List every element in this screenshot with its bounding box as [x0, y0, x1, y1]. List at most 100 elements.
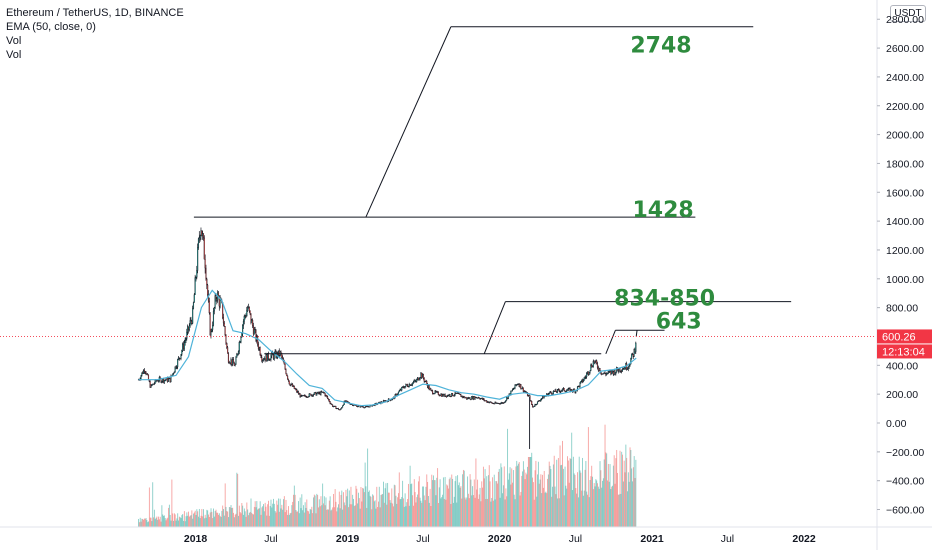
- candle-body: [233, 362, 235, 366]
- candle-body: [469, 397, 471, 400]
- candle-body: [613, 369, 615, 375]
- volume-bar: [348, 507, 349, 527]
- candle-body: [327, 396, 329, 399]
- volume-bar: [632, 481, 633, 527]
- volume-bar: [308, 513, 310, 527]
- legend-ema[interactable]: EMA (50, close, 0): [6, 21, 96, 33]
- candle-body: [313, 392, 315, 395]
- volume-bar: [596, 480, 598, 527]
- candle-body: [291, 383, 293, 385]
- volume-bar: [154, 519, 156, 527]
- projection-line[interactable]: [365, 26, 452, 218]
- candle-body: [468, 397, 470, 399]
- volume-bar: [485, 498, 487, 527]
- volume-bar: [357, 503, 359, 527]
- candle-body: [422, 374, 424, 378]
- legend-vol-1[interactable]: Vol: [6, 35, 22, 47]
- volume-bar: [479, 487, 481, 527]
- candle-body: [302, 395, 304, 397]
- volume-bar: [320, 496, 322, 527]
- candle-body: [481, 397, 483, 399]
- candle-body: [286, 373, 288, 377]
- volume-bar: [429, 488, 431, 527]
- target-label[interactable]: 1428: [632, 198, 693, 223]
- target-label[interactable]: 834-850: [614, 287, 715, 312]
- volume-bar: [396, 503, 398, 527]
- projection-line[interactable]: [605, 330, 616, 354]
- candle-body: [562, 387, 564, 389]
- projection-line[interactable]: [635, 330, 638, 337]
- target-label[interactable]: 643: [656, 309, 702, 334]
- legend-vol-2[interactable]: Vol: [6, 49, 22, 61]
- volume-bar: [408, 505, 410, 527]
- volume-bar: [440, 498, 442, 527]
- candle-body: [400, 389, 402, 391]
- candle-body: [505, 399, 507, 402]
- candle-body: [591, 364, 593, 368]
- volume-bar: [333, 507, 335, 527]
- candle-body: [424, 381, 426, 383]
- volume-bar: [270, 499, 272, 527]
- candle-body: [560, 390, 562, 393]
- candle-body: [243, 315, 245, 322]
- volume-bar: [210, 508, 212, 527]
- candle-body: [157, 380, 160, 382]
- volume-bar: [474, 497, 476, 527]
- volume-bar: [373, 495, 374, 527]
- volume-bar: [313, 494, 315, 527]
- volume-bar: [498, 468, 500, 527]
- volume-bar: [618, 494, 620, 527]
- candle-body: [318, 392, 320, 394]
- candle-body: [173, 371, 175, 374]
- volume-bar: [489, 481, 491, 527]
- currency-tag[interactable]: USDT: [890, 5, 926, 22]
- volume-bar: [430, 506, 432, 527]
- volume-bar: [529, 457, 531, 527]
- candle-body: [180, 354, 182, 359]
- candle-body: [366, 406, 368, 408]
- volume-bar: [537, 474, 539, 527]
- target-label[interactable]: 2748: [630, 34, 691, 59]
- candle-body: [182, 343, 185, 349]
- candle-body: [582, 380, 584, 383]
- candle-body: [206, 278, 208, 286]
- volume-bar: [456, 502, 458, 527]
- volume-bar: [493, 474, 495, 527]
- volume-bar: [619, 450, 621, 527]
- candle-body: [457, 393, 459, 395]
- volume-bar: [488, 465, 490, 527]
- volume-bar: [426, 474, 428, 527]
- candle-body: [192, 302, 195, 309]
- candle-body: [467, 397, 469, 399]
- candle-body: [326, 395, 328, 397]
- candle-body: [252, 319, 254, 327]
- candle-body: [621, 369, 624, 372]
- volume-bar: [580, 472, 582, 527]
- volume-bar: [225, 506, 227, 527]
- candle-body: [492, 402, 494, 404]
- candle-body: [409, 384, 411, 386]
- candle-body: [203, 237, 205, 260]
- volume-bar: [608, 481, 610, 527]
- candle-body: [557, 389, 559, 391]
- volume-bar: [414, 492, 416, 527]
- volume-bar: [460, 486, 462, 527]
- candle-body: [363, 407, 365, 409]
- candle-body: [486, 401, 489, 403]
- candle-body: [391, 399, 393, 401]
- legend-symbol[interactable]: Ethereum / TetherUS, 1D, BINANCE: [6, 7, 184, 19]
- projection-line[interactable]: [483, 301, 506, 354]
- y-tick-label: 1400.00: [886, 216, 924, 228]
- volume-bar: [200, 515, 202, 527]
- volume-bar: [163, 515, 164, 527]
- candle-body: [516, 384, 519, 386]
- volume-bar: [560, 465, 562, 527]
- volume-bar: [153, 509, 155, 527]
- volume-bar: [524, 479, 526, 527]
- volume-bar: [246, 502, 248, 527]
- candle-body: [608, 370, 610, 372]
- volume-bar: [293, 494, 294, 527]
- candle-body: [408, 384, 410, 388]
- candle-body: [383, 400, 385, 402]
